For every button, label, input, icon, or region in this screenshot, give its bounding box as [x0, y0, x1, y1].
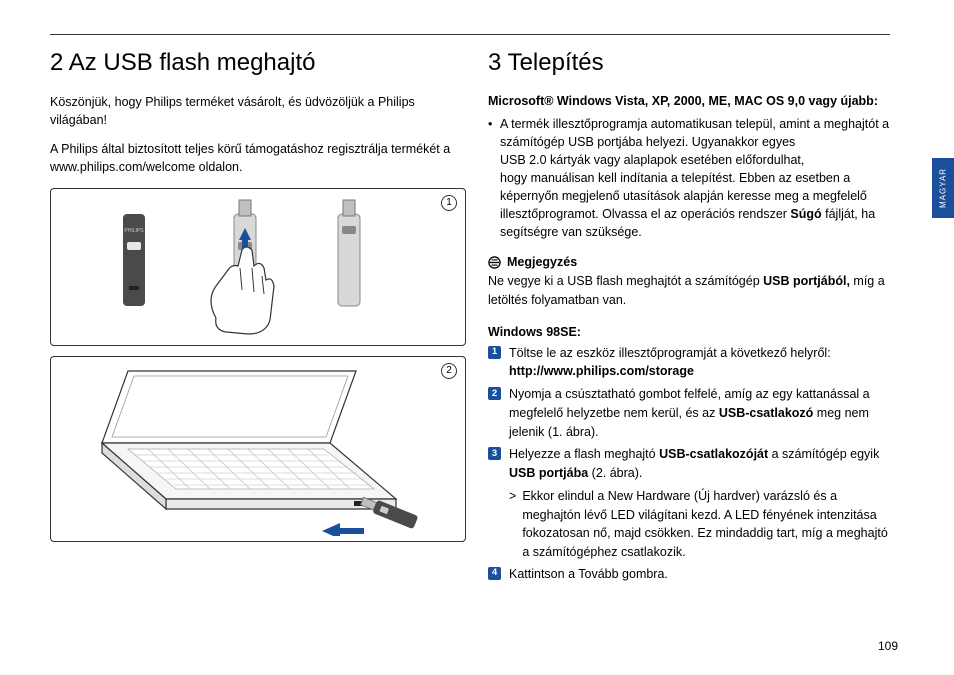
note-heading: Megjegyzés	[488, 255, 898, 269]
step-3-text: Helyezze a flash meghajtó USB-csatlakozó…	[509, 445, 898, 483]
step-2-text: Nyomja a csúsztatható gombot felfelé, am…	[509, 385, 898, 441]
step-1: 1 Töltse le az eszköz illesztőprogramját…	[488, 344, 898, 382]
step-2: 2 Nyomja a csúsztatható gombot felfelé, …	[488, 385, 898, 441]
language-tab: MAGYAR	[932, 158, 954, 218]
os-bullet: • A termék illesztőprogramja automatikus…	[488, 115, 898, 242]
right-column: 3 Telepítés Microsoft® Windows Vista, XP…	[488, 49, 898, 588]
figure-1-illustration: PHILIPS	[68, 194, 448, 339]
note-text-a: Ne vegye ki a USB flash meghajtót a szám…	[488, 274, 763, 288]
figure-1: 1 PHILIPS	[50, 188, 466, 346]
win98-heading: Windows 98SE:	[488, 325, 898, 339]
substep-arrow-icon: >	[509, 487, 516, 562]
left-title: 2 Az USB flash meghajtó	[50, 49, 466, 77]
page-number: 109	[878, 639, 898, 653]
step-4-text: Kattintson a Tovább gombra.	[509, 565, 898, 584]
svg-text:PHILIPS: PHILIPS	[124, 228, 144, 234]
figure-2: 2	[50, 356, 466, 542]
note-text: Ne vegye ki a USB flash meghajtót a szám…	[488, 272, 898, 308]
figure-1-number: 1	[441, 195, 457, 211]
step-2-bold: USB-csatlakozó	[719, 406, 813, 420]
figure-2-illustration	[68, 361, 448, 536]
step-1-badge: 1	[488, 346, 501, 359]
step-3-bold2: USB portjába	[509, 466, 588, 480]
os-bullet-b: USB 2.0 kártyák vagy alaplapok esetében …	[500, 153, 804, 167]
content-columns: 2 Az USB flash meghajtó Köszönjük, hogy …	[50, 49, 898, 588]
step-3-badge: 3	[488, 447, 501, 460]
step-3: 3 Helyezze a flash meghajtó USB-csatlako…	[488, 445, 898, 483]
top-rule	[50, 34, 890, 35]
figure-2-number: 2	[441, 363, 457, 379]
left-column: 2 Az USB flash meghajtó Köszönjük, hogy …	[50, 49, 466, 588]
step-3-a: Helyezze a flash meghajtó	[509, 447, 659, 461]
os-bullet-a: A termék illesztőprogramja automatikusan…	[500, 117, 889, 149]
note-icon	[488, 256, 501, 269]
step-1-a: Töltse le az eszköz illesztőprogramját a…	[509, 346, 831, 360]
step-3-c: (2. ábra).	[588, 466, 642, 480]
os-heading: Microsoft® Windows Vista, XP, 2000, ME, …	[488, 93, 898, 111]
left-para2: A Philips által biztosított teljes körű …	[50, 140, 466, 176]
os-bullet-bold: Súgó	[790, 207, 821, 221]
step-2-badge: 2	[488, 387, 501, 400]
note-label: Megjegyzés	[507, 255, 577, 269]
step-4-badge: 4	[488, 567, 501, 580]
step-1-text: Töltse le az eszköz illesztőprogramját a…	[509, 344, 898, 382]
os-bullet-text: A termék illesztőprogramja automatikusan…	[500, 115, 898, 242]
left-para1: Köszönjük, hogy Philips terméket vásárol…	[50, 93, 466, 129]
step-4: 4 Kattintson a Tovább gombra.	[488, 565, 898, 584]
bullet-dot-icon: •	[488, 115, 500, 242]
note-text-bold: USB portjából,	[763, 274, 850, 288]
step-1-link: http://www.philips.com/storage	[509, 364, 694, 378]
step-3-sub-text: Ekkor elindul a New Hardware (Új hardver…	[522, 487, 898, 562]
step-3-sub: > Ekkor elindul a New Hardware (Új hardv…	[509, 487, 898, 562]
right-title: 3 Telepítés	[488, 49, 898, 77]
step-3-b: a számítógép egyik	[768, 447, 879, 461]
step-3-bold1: USB-csatlakozóját	[659, 447, 768, 461]
